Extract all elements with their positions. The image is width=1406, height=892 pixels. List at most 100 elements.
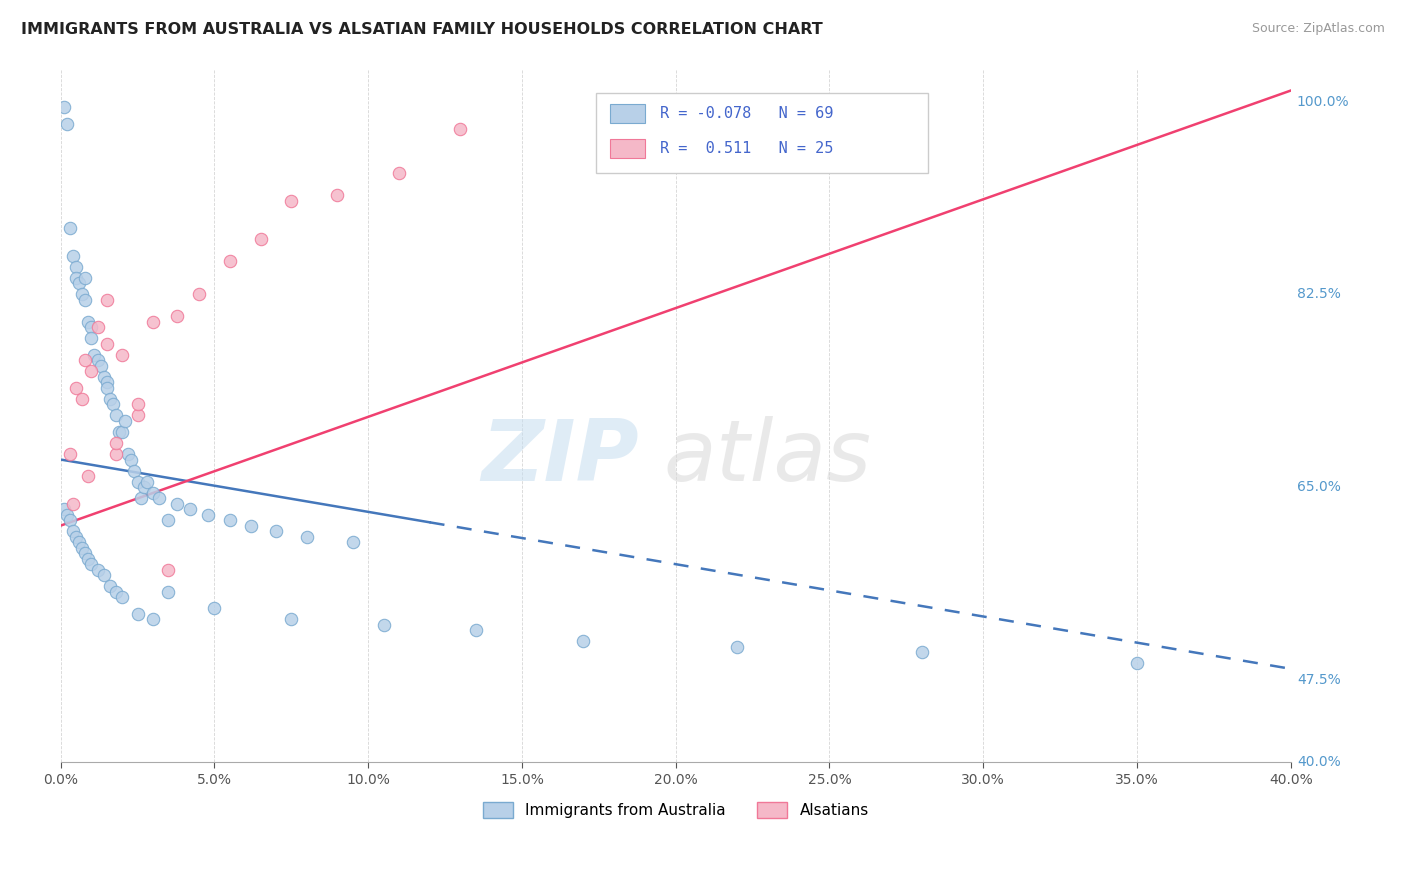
FancyBboxPatch shape: [610, 103, 645, 123]
Point: [90, 359, 112, 373]
Point: [179, 502, 201, 516]
Point: [166, 310, 188, 324]
Text: 47.5%: 47.5%: [1296, 673, 1341, 687]
Point: [188, 287, 211, 301]
Point: [104, 584, 127, 599]
Point: [67, 277, 90, 291]
Point: [80, 331, 103, 345]
Point: [120, 452, 142, 467]
Point: [202, 601, 225, 615]
Point: [80, 557, 103, 571]
Text: R = -0.078   N = 69: R = -0.078 N = 69: [659, 106, 834, 121]
Point: [62, 524, 84, 538]
Point: [55, 117, 77, 131]
Point: [77, 469, 100, 483]
Point: [62, 249, 84, 263]
Point: [75, 546, 97, 560]
Point: [132, 480, 155, 494]
Point: [157, 563, 180, 577]
Point: [96, 376, 118, 390]
Point: [77, 315, 100, 329]
Point: [83, 348, 105, 362]
Point: [124, 464, 146, 478]
Point: [1126, 657, 1149, 671]
Point: [264, 524, 287, 538]
Point: [249, 232, 271, 246]
Point: [127, 475, 149, 489]
Point: [572, 634, 595, 648]
Point: [70, 392, 93, 406]
Text: 82.5%: 82.5%: [1296, 287, 1341, 301]
Point: [77, 551, 100, 566]
Point: [67, 535, 90, 549]
FancyBboxPatch shape: [610, 138, 645, 158]
Point: [142, 485, 165, 500]
Legend: Immigrants from Australia, Alsatians: Immigrants from Australia, Alsatians: [477, 796, 875, 824]
Point: [104, 447, 127, 461]
Point: [98, 579, 121, 593]
Point: [101, 397, 124, 411]
Point: [117, 447, 139, 461]
Point: [148, 491, 170, 505]
Point: [129, 491, 152, 505]
Point: [96, 337, 118, 351]
Point: [108, 425, 131, 439]
Point: [75, 353, 97, 368]
Point: [86, 563, 108, 577]
Point: [93, 370, 115, 384]
Point: [59, 447, 82, 461]
Point: [93, 568, 115, 582]
Text: Source: ZipAtlas.com: Source: ZipAtlas.com: [1251, 22, 1385, 36]
Point: [911, 645, 934, 659]
Point: [114, 414, 136, 428]
Point: [52, 502, 75, 516]
Point: [59, 221, 82, 235]
Point: [55, 508, 77, 522]
Point: [59, 513, 82, 527]
Point: [104, 436, 127, 450]
Point: [52, 100, 75, 114]
Point: [326, 188, 349, 202]
Point: [96, 293, 118, 307]
Point: [70, 541, 93, 555]
Point: [80, 364, 103, 378]
FancyBboxPatch shape: [596, 93, 928, 173]
Point: [240, 518, 263, 533]
Point: [96, 381, 118, 395]
Point: [127, 409, 149, 423]
Text: IMMIGRANTS FROM AUSTRALIA VS ALSATIAN FAMILY HOUSEHOLDS CORRELATION CHART: IMMIGRANTS FROM AUSTRALIA VS ALSATIAN FA…: [21, 22, 823, 37]
Point: [127, 607, 149, 621]
Text: atlas: atlas: [664, 416, 872, 499]
Point: [111, 348, 134, 362]
Point: [104, 409, 127, 423]
Point: [65, 260, 87, 274]
Point: [86, 353, 108, 368]
Point: [111, 591, 134, 605]
Point: [157, 513, 180, 527]
Point: [166, 497, 188, 511]
Point: [295, 530, 318, 544]
Point: [342, 535, 364, 549]
Text: R =  0.511   N = 25: R = 0.511 N = 25: [659, 141, 834, 156]
Point: [65, 381, 87, 395]
Point: [65, 270, 87, 285]
Text: 65.0%: 65.0%: [1296, 480, 1341, 494]
Text: 40.0%: 40.0%: [1296, 756, 1341, 770]
Point: [280, 194, 302, 208]
Point: [111, 425, 134, 439]
Point: [75, 270, 97, 285]
Text: 100.0%: 100.0%: [1296, 95, 1350, 109]
Point: [373, 617, 395, 632]
Point: [80, 320, 103, 334]
Point: [142, 612, 165, 626]
Point: [280, 612, 302, 626]
Point: [65, 530, 87, 544]
Point: [464, 624, 486, 638]
Point: [75, 293, 97, 307]
Point: [388, 166, 411, 180]
Point: [218, 254, 240, 268]
Point: [86, 320, 108, 334]
Text: ZIP: ZIP: [481, 416, 638, 499]
Point: [218, 513, 240, 527]
Point: [127, 397, 149, 411]
